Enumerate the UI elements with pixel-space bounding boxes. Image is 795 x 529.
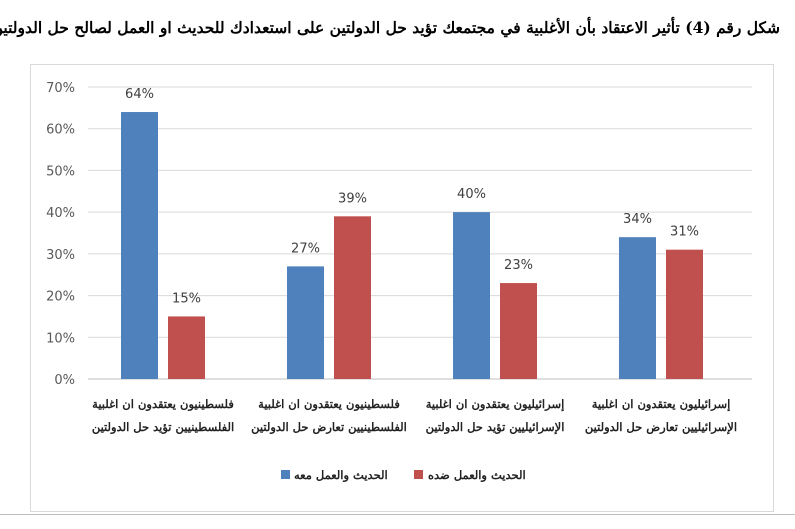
bar-against bbox=[500, 283, 537, 379]
y-tick-label: 60% bbox=[46, 123, 75, 138]
x-category-label: إسرائيليون يعتقدون ان اغلبية bbox=[592, 397, 731, 412]
bar-against bbox=[168, 316, 205, 379]
x-category-label: فلسطينيون يعتقدون ان اغلبية bbox=[258, 397, 400, 412]
x-category-label: الفلسطينيين تؤيد حل الدولتين bbox=[92, 420, 234, 435]
data-label: 31% bbox=[670, 225, 699, 240]
bar-against bbox=[334, 216, 371, 379]
x-category-label: إسرائيليون يعتقدون ان اغلبية bbox=[426, 397, 565, 412]
data-label: 64% bbox=[125, 87, 154, 102]
legend-label: الحديث والعمل ضده bbox=[428, 468, 526, 483]
y-tick-label: 30% bbox=[46, 248, 75, 263]
chart-title: شكل رقم (4) تأثير الاعتقاد بأن الأغلبية … bbox=[0, 18, 780, 37]
bar-with bbox=[453, 212, 490, 379]
bar-with bbox=[121, 112, 158, 380]
x-category-label: الإسرائيليين تعارض حل الدولتين bbox=[585, 420, 737, 435]
y-tick-label: 70% bbox=[46, 81, 75, 96]
bar-with bbox=[619, 237, 656, 379]
data-label: 27% bbox=[291, 241, 320, 256]
y-tick-label: 40% bbox=[46, 206, 75, 221]
legend-label: الحديث والعمل معه bbox=[294, 468, 388, 483]
data-label: 34% bbox=[623, 212, 652, 227]
x-category-label: فلسطينيون يعتقدون ان اغلبية bbox=[92, 397, 234, 412]
legend-swatch bbox=[281, 470, 290, 479]
y-tick-label: 50% bbox=[46, 164, 75, 179]
legend-swatch bbox=[414, 470, 423, 479]
data-label: 40% bbox=[457, 187, 486, 202]
bar-against bbox=[666, 249, 703, 379]
bar-with bbox=[287, 266, 324, 379]
data-label: 23% bbox=[504, 258, 533, 273]
bottom-divider bbox=[0, 514, 795, 515]
y-tick-label: 20% bbox=[46, 290, 75, 305]
chart-frame bbox=[30, 64, 774, 512]
data-label: 39% bbox=[338, 191, 367, 206]
data-label: 15% bbox=[172, 291, 201, 306]
x-category-label: الفلسطينيين تعارض حل الدولتين bbox=[251, 420, 407, 435]
x-category-label: الإسرائيليين تؤيد حل الدولتين bbox=[426, 420, 565, 435]
y-tick-label: 10% bbox=[46, 331, 75, 346]
y-tick-label: 0% bbox=[54, 373, 75, 388]
